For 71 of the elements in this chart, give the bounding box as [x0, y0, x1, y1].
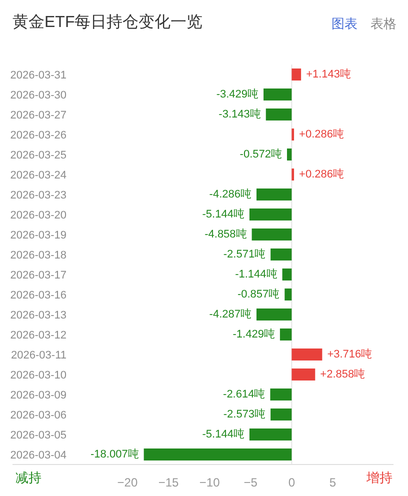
y-tick-label: 2026-03-06: [10, 410, 67, 422]
data-label: -3.143吨: [218, 108, 261, 120]
bar: [286, 148, 292, 160]
bar: [292, 348, 322, 360]
text: 图表: [332, 16, 358, 31]
bar: [256, 308, 292, 320]
data-label: +1.143吨: [306, 68, 352, 80]
bar: [292, 128, 294, 140]
data-label: -3.429吨: [216, 88, 259, 100]
bar: [249, 428, 292, 440]
data-label: +2.858吨: [320, 368, 366, 380]
bar: [292, 68, 302, 80]
data-label: -18.007吨: [90, 448, 139, 460]
y-tick-label: 2026-03-12: [10, 330, 67, 342]
y-tick-label: 2026-03-16: [10, 290, 67, 302]
x-tick-label: −10: [199, 476, 220, 490]
y-tick-label: 2026-03-09: [10, 390, 67, 402]
bar: [292, 368, 316, 380]
text: 减持: [16, 470, 42, 485]
bar: [144, 448, 292, 460]
x-tick-label: −5: [244, 476, 258, 490]
data-label: -2.573吨: [223, 408, 266, 420]
data-label: -1.144吨: [235, 268, 278, 280]
data-label: -5.144吨: [202, 428, 244, 440]
y-tick-label: 2026-03-31: [10, 70, 67, 82]
y-tick-label: 2026-03-11: [11, 350, 66, 362]
y-tick-label: 2026-03-17: [10, 270, 67, 282]
bar: [270, 408, 292, 420]
bar: [292, 168, 294, 180]
bar: [284, 288, 292, 300]
data-label: -0.572吨: [240, 148, 282, 160]
data-label: +3.716吨: [327, 348, 372, 360]
data-label: -2.614吨: [223, 388, 266, 400]
data-label: +0.286吨: [299, 168, 344, 180]
bar: [280, 328, 292, 340]
data-label: -0.857吨: [237, 288, 280, 300]
bar: [256, 188, 292, 200]
x-tick-label: 0: [288, 476, 296, 490]
bar: [282, 268, 292, 280]
bar: [252, 228, 292, 240]
chart-title: 黄金ETF每日持仓变化一览: [12, 13, 203, 31]
x-tick-label: −20: [117, 476, 138, 490]
data-label: -4.287吨: [209, 308, 252, 320]
data-label: -4.286吨: [209, 188, 252, 200]
y-tick-label: 2026-03-13: [10, 310, 67, 322]
y-tick-label: 2026-03-04: [10, 450, 67, 462]
data-label: -2.571吨: [223, 248, 266, 260]
data-label: -4.858吨: [204, 228, 247, 240]
data-label: -5.144吨: [202, 208, 244, 220]
text: 表格: [370, 16, 396, 31]
y-tick-label: 2026-03-05: [10, 430, 67, 442]
x-tick-label: −15: [158, 476, 180, 490]
y-tick-label: 2026-03-26: [10, 130, 67, 142]
x-tick-label: 5: [329, 476, 336, 490]
y-tick-label: 2026-03-23: [10, 190, 67, 202]
y-tick-label: 2026-03-19: [10, 230, 67, 242]
text: 增持: [366, 470, 392, 485]
bar: [249, 208, 292, 220]
bar: [266, 108, 292, 120]
bar: [270, 248, 292, 260]
bar: [270, 388, 292, 400]
y-tick-label: 2026-03-20: [10, 210, 67, 222]
bar: [264, 88, 292, 100]
y-tick-label: 2026-03-10: [10, 370, 67, 382]
data-label: -1.429吨: [232, 328, 275, 340]
y-tick-label: 2026-03-25: [10, 150, 67, 162]
y-tick-label: 2026-03-30: [10, 90, 67, 102]
data-label: +0.286吨: [299, 128, 344, 140]
y-tick-label: 2026-03-18: [10, 250, 67, 262]
y-tick-label: 2026-03-27: [10, 110, 67, 122]
y-tick-label: 2026-03-24: [10, 170, 67, 182]
